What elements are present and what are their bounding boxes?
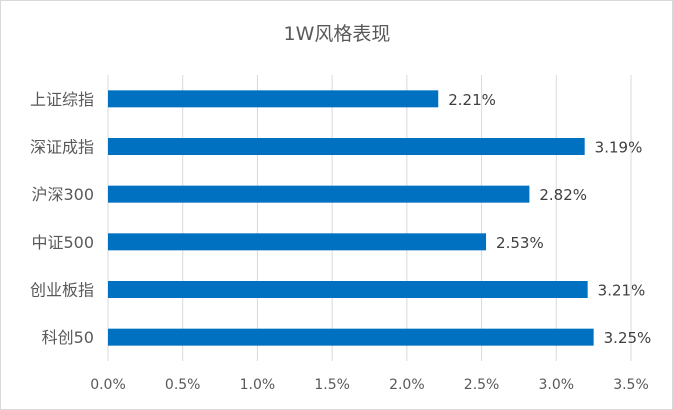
data-label: 2.21%: [448, 91, 496, 109]
x-tick-label: 1.5%: [314, 377, 350, 393]
x-tick-label: 0.0%: [90, 377, 126, 393]
bars: [108, 90, 594, 346]
bar: [108, 138, 585, 155]
bar: [108, 90, 439, 108]
bar: [108, 185, 530, 203]
category-label: 科创50: [42, 328, 94, 347]
x-tick-label: 2.0%: [389, 377, 425, 393]
category-label: 深证成指: [30, 138, 94, 157]
bar: [108, 281, 588, 298]
chart-title: 1W风格表现: [284, 23, 391, 45]
category-label: 创业板指: [30, 281, 94, 300]
data-label: 2.82%: [539, 186, 587, 204]
data-label: 3.25%: [604, 329, 652, 347]
category-label: 中证500: [31, 233, 94, 252]
data-label: 2.53%: [496, 234, 544, 252]
x-tick-label: 0.5%: [165, 377, 201, 393]
data-label: 3.19%: [595, 139, 643, 157]
gridlines: [107, 75, 632, 361]
labels: 0.0% 0.5% 1.0% 1.5% 2.0% 2.5% 3.0% 3.5% 上证综指 2.21…: [30, 90, 651, 393]
x-tick-label: 1.0%: [240, 377, 276, 393]
category-label: 上证综指: [30, 90, 94, 109]
data-label: 3.21%: [598, 282, 646, 300]
bar: [108, 233, 487, 251]
x-tick-label: 3.0%: [538, 377, 574, 393]
category-label: 沪深300: [31, 185, 94, 204]
x-tick-label: 3.5%: [613, 377, 649, 393]
x-tick-label: 2.5%: [464, 377, 500, 393]
bar: [108, 328, 594, 346]
